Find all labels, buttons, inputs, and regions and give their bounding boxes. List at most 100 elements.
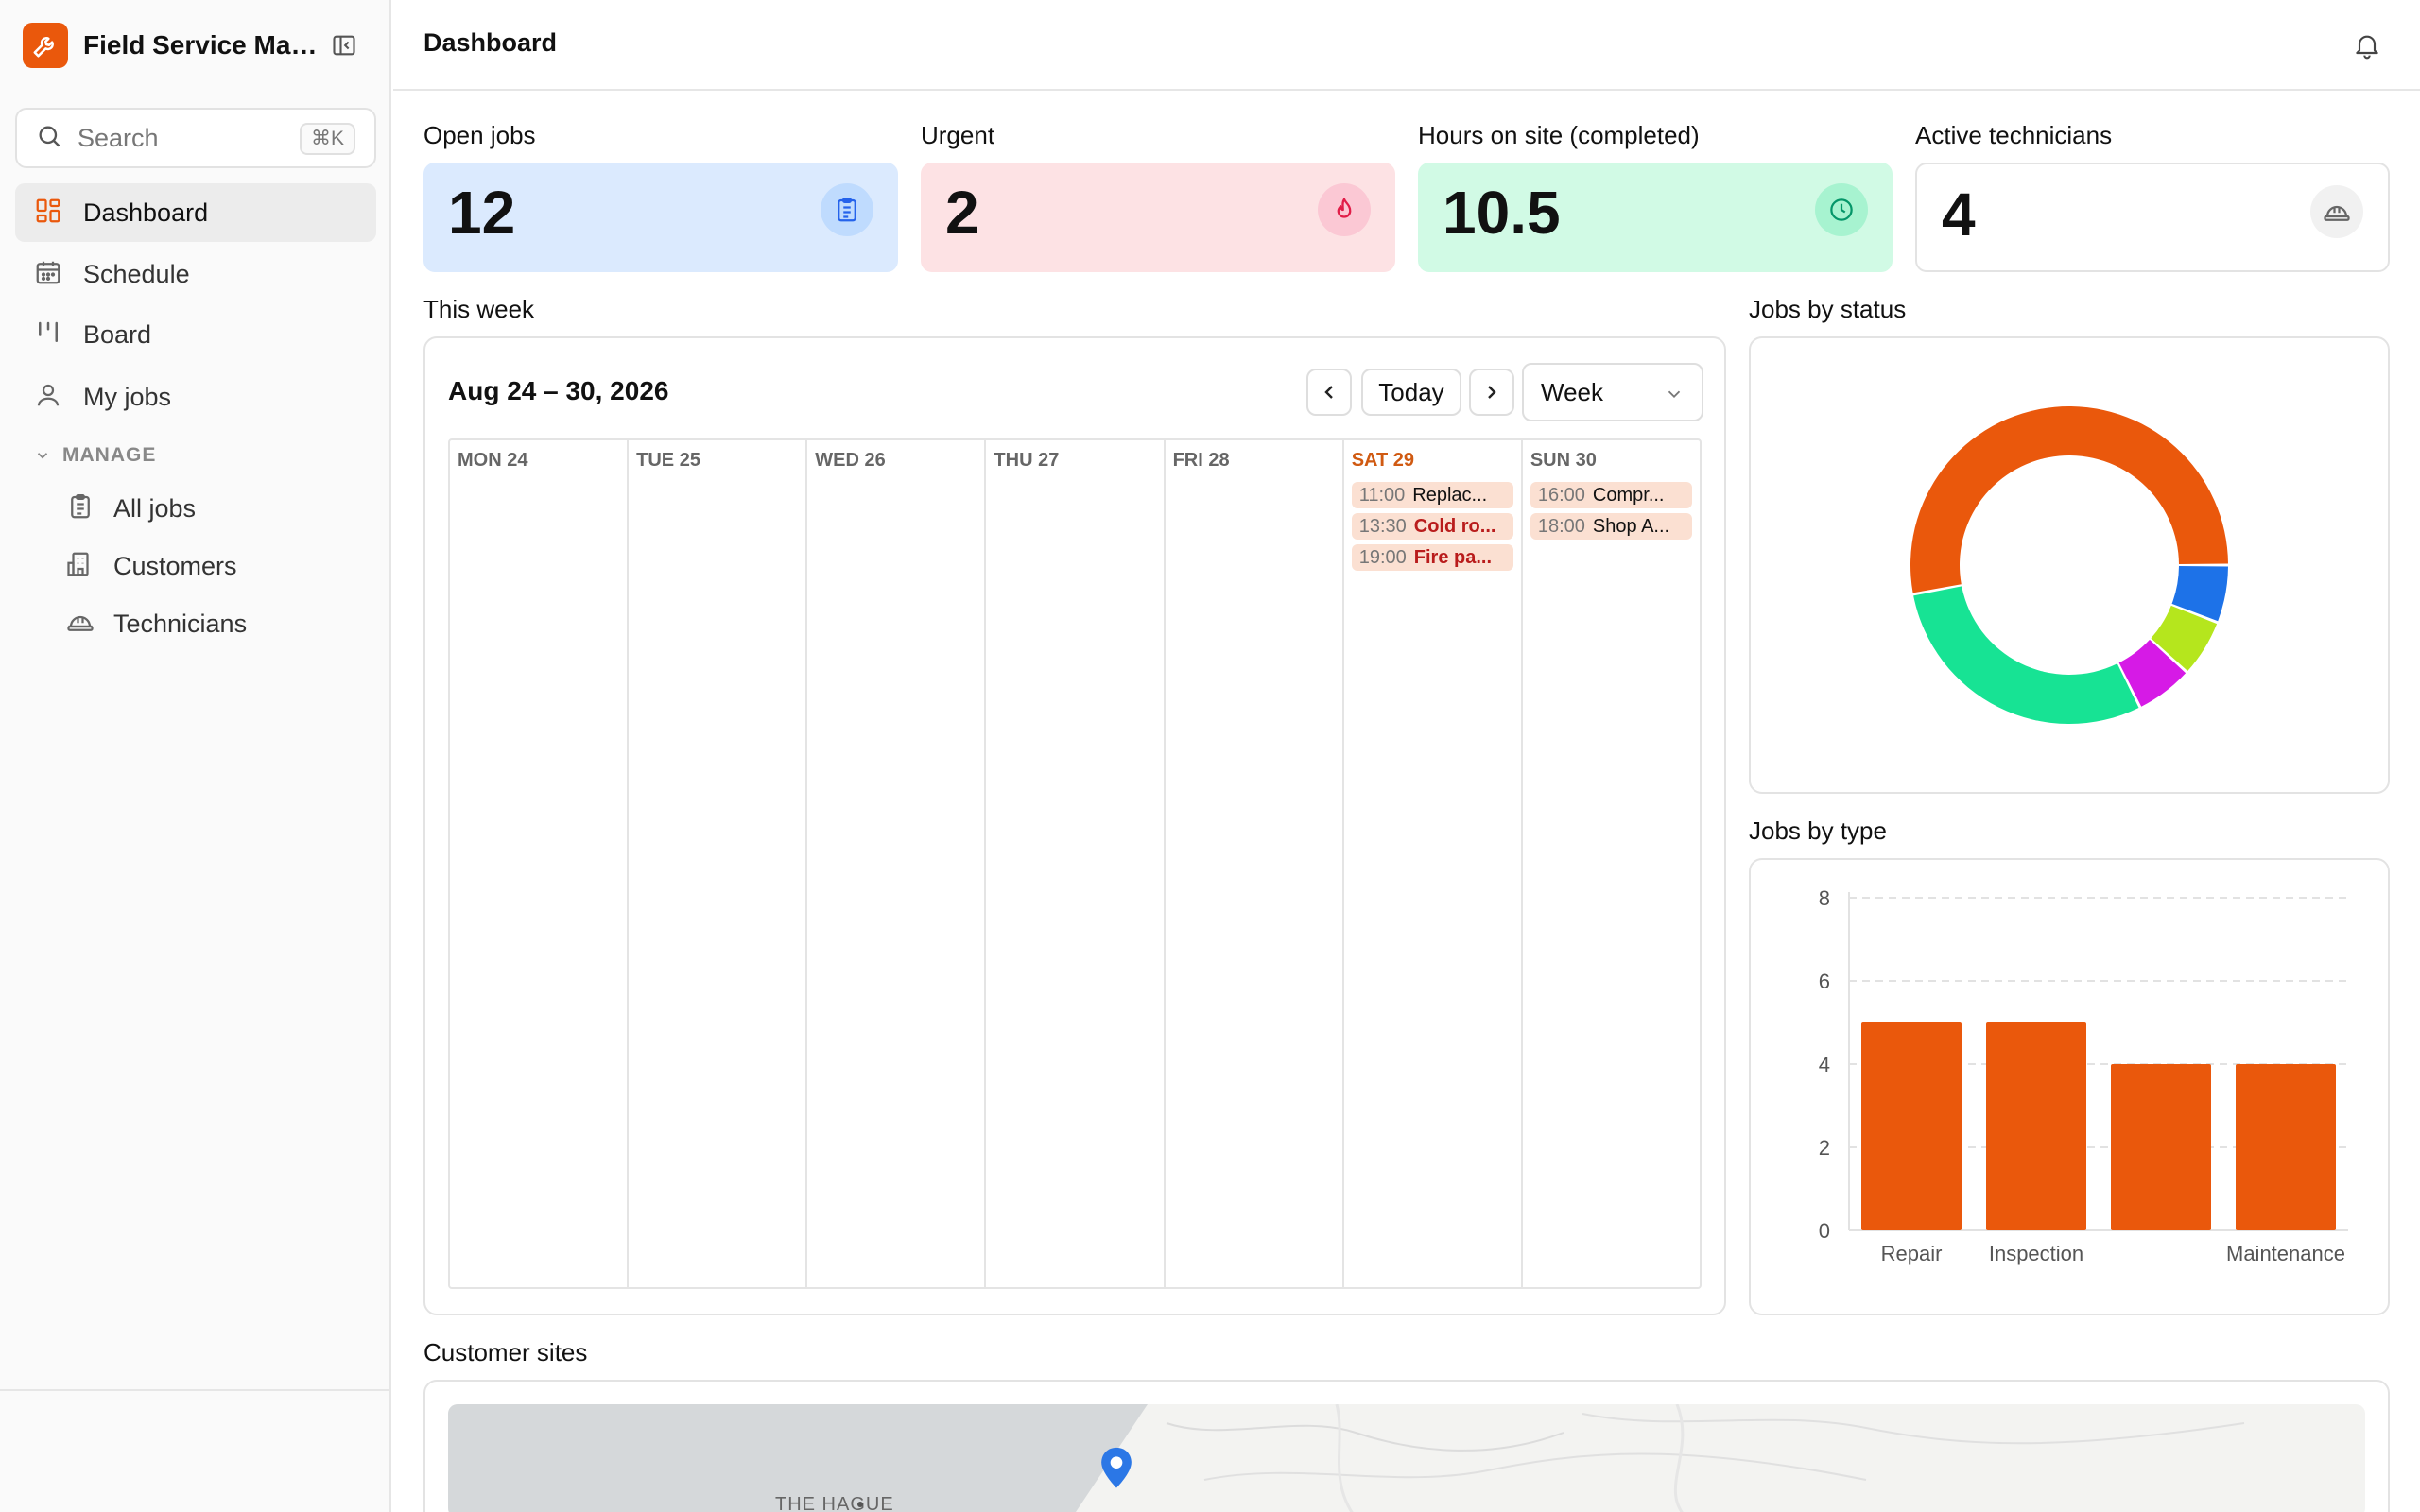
event-title: Fire pa... <box>1413 547 1493 568</box>
today-button[interactable]: Today <box>1361 369 1461 416</box>
wrench-icon <box>23 23 68 68</box>
day-header: WED 26 <box>815 450 886 471</box>
user-icon <box>34 381 62 414</box>
bar[interactable] <box>1986 1022 2086 1230</box>
status-chart-title: Jobs by status <box>1749 295 1907 323</box>
donut-slice[interactable] <box>2118 639 2187 707</box>
flame-icon <box>1318 183 1371 236</box>
y-tick-label: 6 <box>1819 970 1830 993</box>
sidebar-header: Field Service Man... <box>0 0 389 91</box>
stat-card-hours[interactable]: 10.5 <box>1418 163 1893 272</box>
sidebar-item-label: Dashboard <box>83 198 209 227</box>
sidebar-item-dashboard[interactable]: Dashboard <box>15 183 376 242</box>
calendar-event[interactable]: 13:30 Cold ro... <box>1351 513 1513 540</box>
map-city-label: THE HAGUE <box>775 1494 894 1512</box>
sidebar-divider <box>0 1389 389 1391</box>
calendar-event[interactable]: 19:00 Fire pa... <box>1351 544 1513 571</box>
calendar-icon <box>34 258 62 291</box>
donut-slice[interactable] <box>1910 405 2228 593</box>
stat-value: 12 <box>448 179 516 247</box>
event-title: Cold ro... <box>1413 516 1496 537</box>
sidebar-toggle-icon[interactable] <box>331 32 357 59</box>
clock-icon <box>1815 183 1868 236</box>
event-time: 11:00 <box>1358 485 1406 506</box>
view-select[interactable]: Week <box>1522 363 1703 421</box>
stat-label-urgent: Urgent <box>921 121 995 149</box>
sidebar-item-label: Board <box>83 319 152 349</box>
bar[interactable] <box>2236 1064 2336 1230</box>
stat-card-urgent[interactable]: 2 <box>921 163 1395 272</box>
calendar-event[interactable]: 16:00 Compr... <box>1530 482 1692 508</box>
calendar-event[interactable]: 11:00 Replac... <box>1351 482 1513 508</box>
clipboard-icon <box>821 183 873 236</box>
stat-value: 2 <box>945 179 979 247</box>
event-title: Compr... <box>1592 485 1665 506</box>
day-column[interactable]: THU 27 <box>986 440 1166 1287</box>
bar[interactable] <box>2111 1064 2211 1230</box>
section-title: MANAGE <box>62 444 157 466</box>
clipboard-icon <box>66 492 95 525</box>
building-icon <box>66 550 95 583</box>
stat-card-open-jobs[interactable]: 12 <box>424 163 898 272</box>
next-week-button[interactable] <box>1469 369 1514 416</box>
donut-slice[interactable] <box>1913 586 2139 724</box>
search-input[interactable]: Search ⌘K <box>15 108 376 168</box>
customer-sites-map[interactable]: THE HAGUE <box>448 1404 2365 1512</box>
sidebar-item-label: Schedule <box>83 259 190 288</box>
map-pin-icon[interactable] <box>1098 1446 1134 1496</box>
event-time: 13:30 <box>1358 516 1407 537</box>
day-column[interactable]: SUN 30 16:00 Compr... 18:00 Shop A... <box>1523 440 1700 1287</box>
y-tick-label: 2 <box>1819 1136 1830 1160</box>
stat-card-technicians[interactable]: 4 <box>1915 163 2390 272</box>
day-column[interactable]: WED 26 <box>807 440 987 1287</box>
calendar-section-title: This week <box>424 295 535 323</box>
view-select-value: Week <box>1541 377 1603 406</box>
y-tick-label: 0 <box>1819 1219 1830 1243</box>
x-tick-label: Repair <box>1881 1242 1943 1265</box>
app-title: Field Service Man... <box>83 30 318 60</box>
event-time: 19:00 <box>1358 547 1407 568</box>
stat-label-open-jobs: Open jobs <box>424 121 536 149</box>
sidebar-item-label: Customers <box>113 551 237 580</box>
sidebar-item-customers[interactable]: Customers <box>47 539 376 593</box>
day-column[interactable]: MON 24 <box>450 440 630 1287</box>
donut-slice[interactable] <box>2151 605 2218 672</box>
day-column[interactable]: TUE 25 <box>629 440 808 1287</box>
day-header: MON 24 <box>458 450 528 471</box>
page-title: Dashboard <box>424 28 558 57</box>
sidebar-item-technicians[interactable]: Technicians <box>47 596 376 651</box>
sidebar-item-label: My jobs <box>83 382 172 411</box>
calendar-event[interactable]: 18:00 Shop A... <box>1530 513 1692 540</box>
map-panel: THE HAGUE <box>424 1380 2390 1512</box>
day-column[interactable]: SAT 29 11:00 Replac... 13:30 Cold ro... 19… <box>1344 440 1523 1287</box>
day-header: THU 27 <box>994 450 1060 471</box>
top-bar: Dashboard <box>393 0 2420 91</box>
sidebar-item-board[interactable]: Board <box>15 305 376 364</box>
hardhat-icon <box>66 608 95 641</box>
sidebar-item-schedule[interactable]: Schedule <box>15 245 376 303</box>
board-icon <box>34 318 62 352</box>
stat-value: 4 <box>1942 180 1976 249</box>
stat-label-technicians: Active technicians <box>1915 121 2113 149</box>
sidebar-item-my-jobs[interactable]: My jobs <box>15 368 376 426</box>
donut-slice[interactable] <box>2171 566 2228 622</box>
type-bar-chart: 0 2 4 6 8 Repair Inspection Maintenance <box>1819 886 2348 1265</box>
day-column[interactable]: FRI 28 <box>1166 440 1344 1287</box>
type-chart-panel: 0 2 4 6 8 Repair Inspection Maintenance <box>1749 858 2390 1315</box>
bell-icon[interactable] <box>2352 30 2382 60</box>
sidebar: Field Service Man... Search ⌘K Dashboard… <box>0 0 391 1512</box>
sidebar-item-all-jobs[interactable]: All jobs <box>47 481 376 536</box>
search-placeholder: Search <box>78 123 159 152</box>
bar[interactable] <box>1861 1022 1962 1230</box>
type-chart-title: Jobs by type <box>1749 816 1887 845</box>
sidebar-item-label: Technicians <box>113 609 248 638</box>
prev-week-button[interactable] <box>1306 369 1352 416</box>
stat-label-hours: Hours on site (completed) <box>1418 121 1700 149</box>
x-tick-label: Maintenance <box>2226 1242 2345 1265</box>
chevron-right-icon <box>1488 386 1496 399</box>
y-tick-label: 8 <box>1819 886 1830 910</box>
calendar-grid: MON 24 TUE 25 WED 26 THU 27 FRI 28 SAT 2… <box>448 438 1702 1289</box>
manage-section-toggle[interactable]: MANAGE <box>34 444 156 467</box>
event-title: Replac... <box>1412 485 1488 506</box>
status-donut-chart <box>1910 405 2228 724</box>
